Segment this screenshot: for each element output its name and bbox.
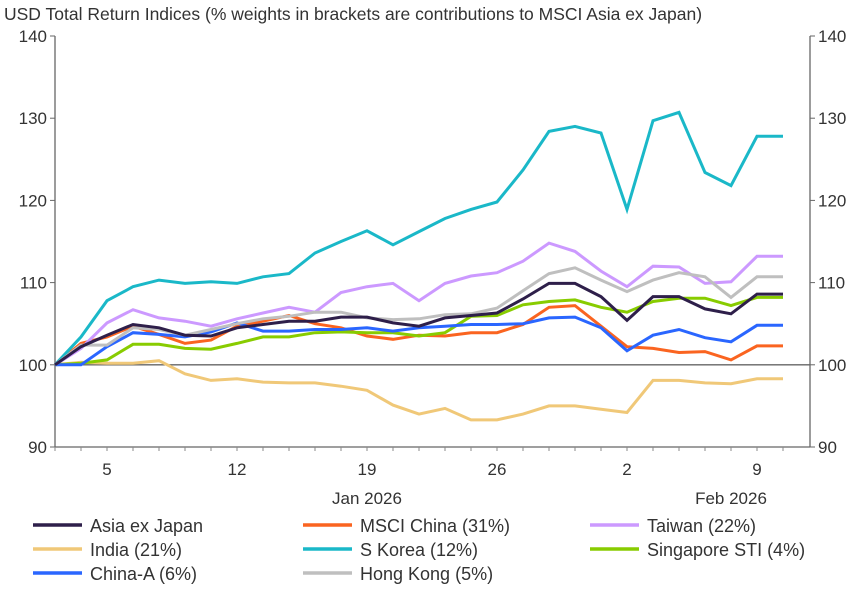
month-label: Feb 2026 bbox=[695, 489, 767, 508]
y-tick-label-right: 120 bbox=[818, 191, 846, 210]
legend: Asia ex Japan MSCI China (31%) Taiwan (22%… bbox=[33, 516, 805, 584]
axes: 90 90 100 100 110 110 120 120 130 130 140 140 5 12 19 2… bbox=[19, 27, 847, 508]
x-tick-label: 9 bbox=[752, 460, 761, 479]
legend-label: Taiwan (22%) bbox=[647, 516, 756, 536]
series-line-s-korea-12 bbox=[53, 110, 783, 366]
legend-label: S Korea (12%) bbox=[360, 540, 478, 560]
legend-item: Asia ex Japan bbox=[33, 516, 203, 536]
legend-item: Hong Kong (5%) bbox=[303, 564, 493, 584]
y-tick-label-right: 140 bbox=[818, 27, 846, 46]
series-lines bbox=[53, 110, 783, 422]
series-line-china-a-6 bbox=[55, 315, 783, 367]
legend-item: S Korea (12%) bbox=[303, 540, 478, 560]
legend-label: MSCI China (31%) bbox=[360, 516, 510, 536]
y-tick-label-left: 130 bbox=[19, 109, 47, 128]
legend-label: China-A (6%) bbox=[90, 564, 197, 584]
y-tick-label-left: 120 bbox=[19, 191, 47, 210]
x-tick-label: 19 bbox=[358, 460, 377, 479]
legend-item: China-A (6%) bbox=[33, 564, 197, 584]
legend-item: Singapore STI (4%) bbox=[590, 540, 805, 560]
y-tick-label-right: 100 bbox=[818, 356, 846, 375]
x-tick-label: 12 bbox=[228, 460, 247, 479]
legend-label: Singapore STI (4%) bbox=[647, 540, 805, 560]
series-line-singapore-sti-4 bbox=[54, 295, 783, 367]
y-tick-label-right: 110 bbox=[818, 274, 845, 293]
legend-label: Hong Kong (5%) bbox=[360, 564, 493, 584]
legend-item: Taiwan (22%) bbox=[590, 516, 756, 536]
y-tick-label-right: 90 bbox=[818, 438, 837, 457]
chart-title: USD Total Return Indices (% weights in b… bbox=[4, 4, 702, 24]
x-tick-label: 26 bbox=[488, 460, 507, 479]
y-tick-label-left: 90 bbox=[28, 438, 47, 457]
series-line-asia-ex-japan bbox=[54, 281, 783, 367]
legend-label: India (21%) bbox=[90, 540, 182, 560]
series-line-india-21 bbox=[54, 359, 783, 422]
legend-item: MSCI China (31%) bbox=[303, 516, 510, 536]
y-tick-label-right: 130 bbox=[818, 109, 846, 128]
y-tick-label-left: 140 bbox=[19, 27, 47, 46]
y-tick-label-left: 100 bbox=[19, 356, 47, 375]
x-tick-label: 2 bbox=[622, 460, 631, 479]
y-tick-label-left: 110 bbox=[20, 274, 47, 293]
series-line-taiwan-22 bbox=[54, 241, 783, 367]
month-label: Jan 2026 bbox=[332, 489, 402, 508]
legend-item: India (21%) bbox=[33, 540, 182, 560]
x-tick-label: 5 bbox=[102, 460, 111, 479]
legend-label: Asia ex Japan bbox=[90, 516, 203, 536]
